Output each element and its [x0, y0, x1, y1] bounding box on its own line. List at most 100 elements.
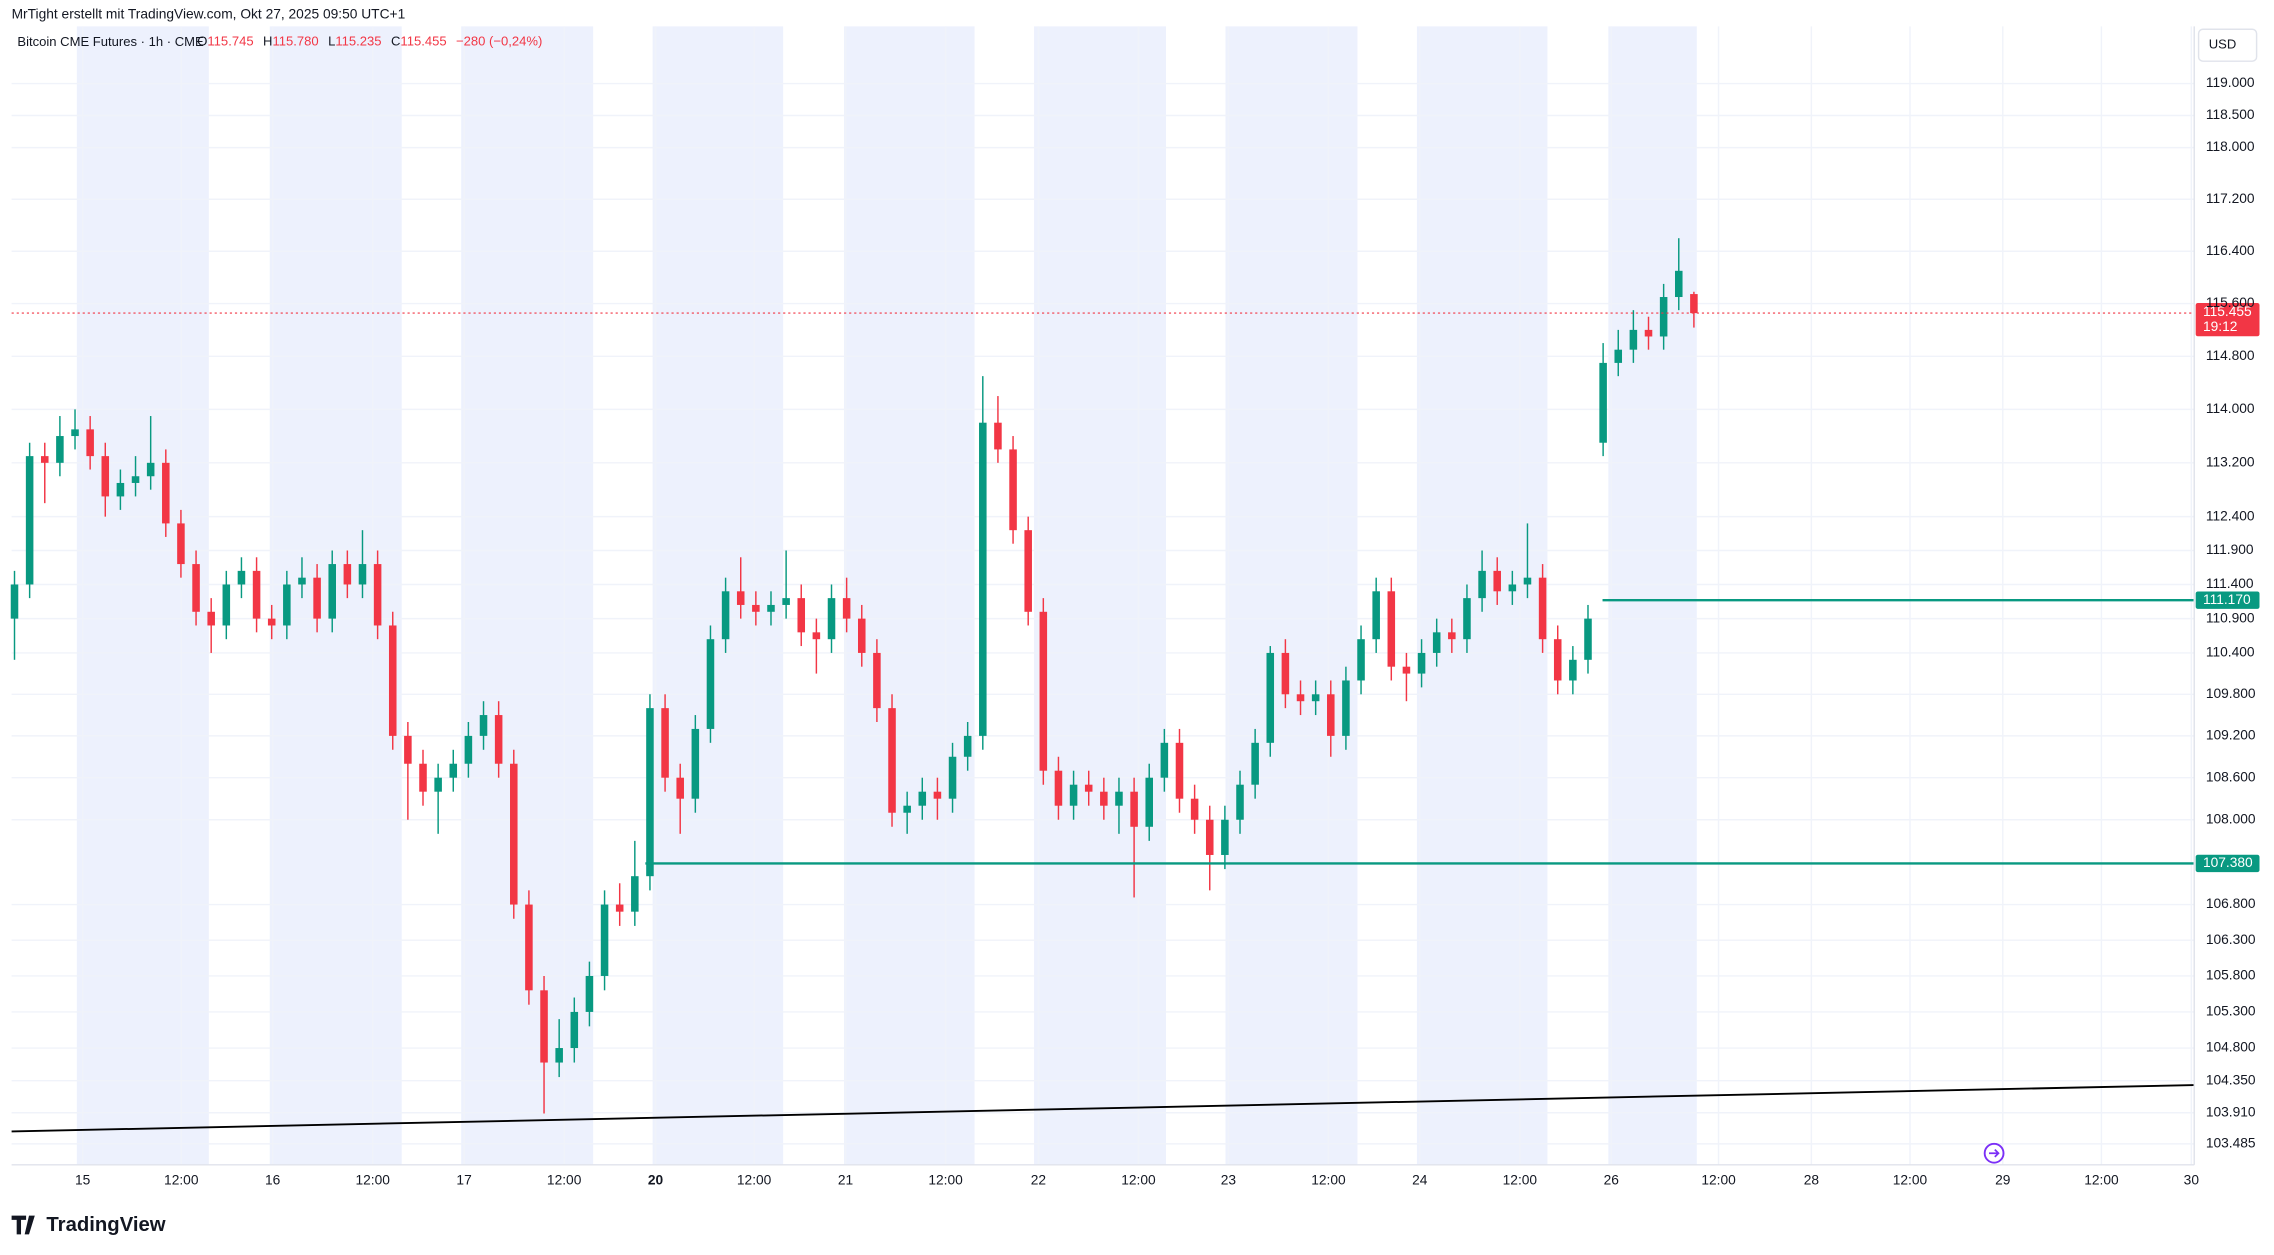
candle-body [464, 735, 473, 764]
y-tick-label: 104.350 [2206, 1072, 2256, 1087]
countdown: 19:12 [2203, 319, 2237, 334]
x-tick-label: 15 [75, 1172, 91, 1187]
x-tick-label: 12:00 [1311, 1172, 1346, 1187]
ohlc-legend: O115.745 H115.780 L115.235 C115.455 −280… [197, 34, 542, 49]
candle-body [1145, 777, 1153, 827]
c-key: C [391, 34, 400, 49]
brand-logo [11, 1215, 35, 1235]
x-tick-label: 30 [2184, 1172, 2200, 1187]
o-key: O [197, 34, 207, 49]
y-tick-label: 109.200 [2206, 728, 2256, 743]
y-tick-label: 108.000 [2206, 811, 2256, 826]
candle-body [1281, 652, 1290, 695]
y-tick-label: 108.600 [2206, 769, 2256, 784]
l-value: 115.235 [335, 34, 381, 49]
candle-body [1508, 584, 1517, 592]
candle-body [1100, 791, 1108, 806]
x-tick-label: 12:00 [1121, 1172, 1156, 1187]
x-tick-label: 12:00 [2084, 1172, 2119, 1187]
x-tick-label: 12:00 [1701, 1172, 1736, 1187]
x-tick-label: 17 [456, 1172, 471, 1187]
candle-body [1644, 329, 1653, 337]
last-price-label: 115.455 [2203, 304, 2252, 319]
candle-body [918, 791, 927, 806]
currency-button[interactable] [2197, 28, 2258, 62]
goto-realtime-button[interactable] [1983, 1142, 2005, 1164]
candle-body [1190, 798, 1199, 820]
candle-body [646, 708, 654, 877]
x-tick-label: 12:00 [1503, 1172, 1538, 1187]
candle-body [1311, 694, 1320, 702]
x-tick-label: 24 [1412, 1172, 1428, 1187]
o-value: 115.745 [207, 34, 253, 49]
y-tick-label: 118.000 [2206, 139, 2255, 154]
candle-body [1327, 694, 1335, 736]
session-band [1225, 26, 1358, 1165]
candle-body [1448, 632, 1456, 640]
brand: TradingView [46, 1214, 165, 1236]
y-tick-label: 117.200 [2206, 191, 2255, 206]
candle-body [388, 625, 397, 736]
candle-body [948, 756, 957, 799]
candle-body [1614, 349, 1623, 363]
h-key: H [263, 34, 272, 49]
candle-body [842, 598, 851, 619]
y-tick-label: 118.500 [2206, 107, 2255, 122]
candle-body [963, 735, 972, 757]
session-band [76, 26, 209, 1165]
x-tick-label: 28 [1804, 1172, 1820, 1187]
candle-body [1084, 784, 1093, 792]
candle-body [1523, 577, 1532, 585]
candle-body [1629, 329, 1638, 350]
x-tick-label: 12:00 [928, 1172, 963, 1187]
candle-body [691, 728, 700, 799]
candle-body [1205, 819, 1214, 855]
candle-body [797, 598, 806, 633]
grid [11, 26, 2195, 1165]
candle-body [1432, 632, 1441, 653]
candle-body [631, 876, 639, 912]
candle-body [1493, 570, 1501, 592]
symbol: Bitcoin CME Futures · 1h · CME [17, 34, 204, 49]
l-key: L [328, 34, 335, 49]
y-tick-label: 110.900 [2206, 610, 2255, 625]
candle-body [479, 715, 488, 736]
y-tick-label: 113.200 [2206, 454, 2255, 469]
candle-body [1372, 591, 1380, 640]
candle-body [1039, 611, 1048, 771]
x-tick-label: 29 [1995, 1172, 2010, 1187]
candle-body [600, 904, 609, 976]
candle-body [857, 618, 866, 653]
y-tick-label: 115.600 [2206, 295, 2255, 310]
session-band [1608, 26, 1697, 1165]
candle-body [661, 708, 669, 778]
candle-body [328, 564, 336, 619]
x-tick-label: 26 [1604, 1172, 1620, 1187]
candle-body [782, 598, 790, 605]
candle-body [343, 564, 352, 585]
y-tick-label: 112.400 [2206, 508, 2255, 523]
y-tick-label: 114.000 [2206, 401, 2255, 416]
y-tick-label: 111.400 [2206, 576, 2254, 591]
candle-body [1009, 449, 1017, 531]
candle-body [86, 429, 94, 457]
candle-body [1463, 598, 1471, 640]
candle-body [1387, 591, 1396, 667]
x-tick-label: 12:00 [355, 1172, 390, 1187]
candle-body [177, 523, 185, 565]
level-label: 107.380 [2203, 855, 2253, 870]
candle-body [358, 564, 367, 585]
candle-body [1115, 791, 1123, 806]
candle-body [1690, 294, 1698, 314]
candle-body [313, 577, 321, 619]
x-tick-label: 21 [838, 1172, 853, 1187]
candle-body [555, 1048, 563, 1063]
candle-body [373, 564, 382, 626]
candle-body [1402, 666, 1411, 674]
level-tag [2195, 854, 2260, 873]
candles [10, 238, 1698, 1114]
candle-body [404, 735, 412, 764]
x-tick-label: 12:00 [547, 1172, 582, 1187]
